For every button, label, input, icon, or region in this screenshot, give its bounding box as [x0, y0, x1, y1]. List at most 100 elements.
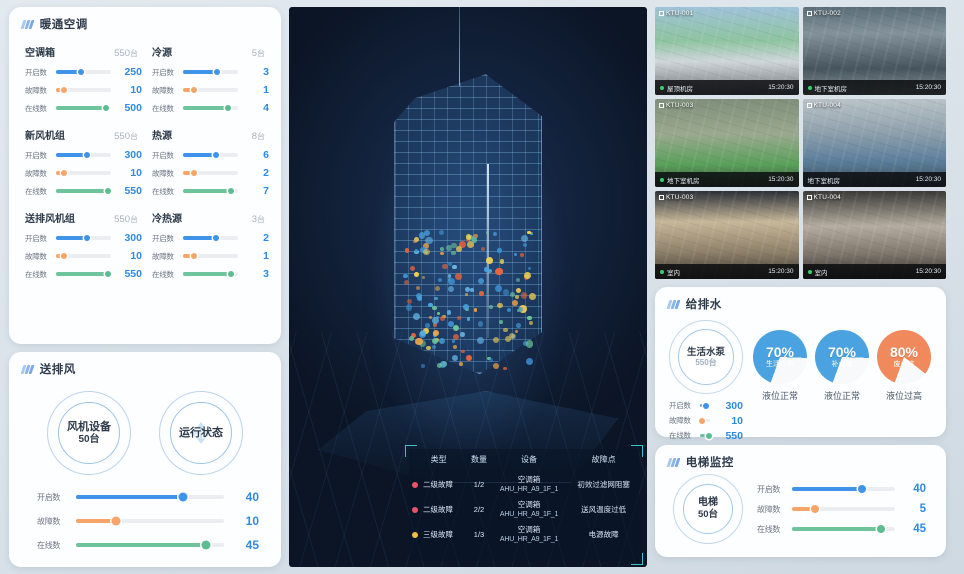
metric-track[interactable] [56, 271, 112, 277]
hvac-fault-row[interactable]: 故障数 1 [152, 81, 269, 99]
metric-track[interactable] [56, 105, 111, 111]
metric-track[interactable] [183, 69, 238, 75]
fan-metric-row[interactable]: 在线数 45 [37, 533, 259, 557]
fault-table-row[interactable]: 三级故障 1/3 空调箱 AHU_HR_A9_1F_1 电源故障 [409, 522, 639, 547]
metric-track[interactable] [56, 188, 112, 194]
metric-track[interactable] [183, 105, 238, 111]
metric-track[interactable] [183, 152, 238, 158]
metric-knob[interactable] [699, 417, 706, 424]
metric-track[interactable] [76, 492, 224, 502]
metric-track[interactable] [700, 432, 712, 439]
metric-knob[interactable] [84, 235, 91, 241]
metric-track[interactable] [76, 540, 224, 550]
hvac-fault-row[interactable]: 故障数 2 [152, 164, 269, 182]
metric-knob[interactable] [705, 432, 712, 439]
metric-knob[interactable] [84, 152, 91, 158]
metric-knob[interactable] [201, 540, 211, 550]
metric-track[interactable] [56, 253, 111, 259]
metric-knob[interactable] [213, 152, 219, 158]
metric-knob[interactable] [810, 504, 819, 513]
metric-track[interactable] [56, 87, 111, 93]
fault-table-row[interactable]: 二级故障 1/2 空调箱 AHU_HR_A9_1F_1 初效过滤网阻塞 [409, 472, 639, 497]
metric-knob[interactable] [225, 105, 232, 111]
metric-track[interactable] [183, 170, 238, 176]
metric-knob[interactable] [228, 188, 235, 194]
metric-track[interactable] [183, 235, 238, 241]
camera-tile[interactable]: KTU-001 屋顶机房 15:20:30 [655, 7, 799, 95]
elevator-metric-row[interactable]: 故障数 5 [757, 499, 926, 519]
metric-track[interactable] [56, 152, 111, 158]
metric-track[interactable] [56, 170, 111, 176]
elevator-dial: 电梯 50台 [673, 474, 743, 544]
fan-metric-row[interactable]: 故障数 10 [37, 509, 259, 533]
metric-knob[interactable] [703, 402, 710, 409]
metric-knob[interactable] [214, 69, 221, 75]
metric-track[interactable] [76, 516, 224, 526]
fault-table-row[interactable]: 二级故障 2/2 空调箱 AHU_HR_A9_1F_1 送风温度过低 [409, 497, 639, 522]
metric-knob[interactable] [213, 235, 219, 241]
hvac-on-row[interactable]: 开启数 300 [25, 146, 142, 164]
metric-knob[interactable] [876, 524, 885, 533]
hvac-on-row[interactable]: 开启数 300 [25, 229, 142, 247]
metric-track[interactable] [183, 271, 238, 277]
metric-knob[interactable] [858, 484, 867, 493]
water-metric-row[interactable]: 故障数 10 [669, 413, 743, 428]
metric-track[interactable] [183, 253, 238, 259]
elevator-metric-row[interactable]: 开启数 40 [757, 479, 926, 499]
hvac-group-name: 新风机组 [25, 131, 65, 142]
camera-tile[interactable]: KTU-004 地下室机房 15:20:30 [802, 99, 946, 187]
metric-track[interactable] [792, 504, 895, 513]
camera-tile[interactable]: KTU-003 室内 15:20:30 [655, 191, 799, 279]
hvac-online-row[interactable]: 在线数 550 [25, 265, 142, 283]
hvac-fault-row[interactable]: 故障数 10 [25, 164, 142, 182]
fan-metric-rows: 开启数 40 故障数 10 在线数 45 [9, 481, 281, 567]
metric-knob[interactable] [77, 69, 84, 75]
metric-knob[interactable] [191, 253, 197, 259]
metric-track[interactable] [699, 417, 710, 424]
metric-track[interactable] [183, 87, 238, 93]
water-metric-row[interactable]: 开启数 300 [669, 398, 743, 413]
fault-table: 类型 数量 设备 故障点 二级故障 1/2 空调箱 AHU_HR_A9_1F_1 初效过… [409, 449, 639, 547]
hvac-on-row[interactable]: 开启数 3 [152, 63, 269, 81]
camera-tile[interactable]: KTU-003 地下室机房 15:20:30 [655, 99, 799, 187]
metric-knob[interactable] [60, 87, 67, 93]
metric-track[interactable] [700, 402, 710, 409]
water-gauge[interactable]: 70% 生活水箱 液位正常 [749, 330, 811, 443]
water-metric-row[interactable]: 在线数 550 [669, 428, 743, 443]
metric-track[interactable] [792, 484, 895, 493]
fan-metric-row[interactable]: 开启数 40 [37, 485, 259, 509]
metric-track[interactable] [792, 524, 895, 533]
metric-label: 故障数 [152, 85, 174, 95]
metric-knob[interactable] [191, 170, 197, 176]
hvac-fault-row[interactable]: 故障数 1 [152, 247, 269, 265]
metric-track[interactable] [56, 235, 111, 241]
hvac-on-row[interactable]: 开启数 2 [152, 229, 269, 247]
hvac-online-row[interactable]: 在线数 500 [25, 99, 142, 117]
hvac-fault-row[interactable]: 故障数 10 [25, 81, 142, 99]
hvac-online-row[interactable]: 在线数 550 [25, 182, 142, 200]
hvac-online-row[interactable]: 在线数 3 [152, 265, 269, 283]
hvac-online-row[interactable]: 在线数 4 [152, 99, 269, 117]
metric-knob[interactable] [111, 516, 121, 526]
metric-label: 故障数 [152, 168, 174, 178]
camera-tile[interactable]: KTU-004 室内 15:20:30 [802, 191, 946, 279]
metric-knob[interactable] [60, 253, 67, 259]
metric-knob[interactable] [178, 492, 188, 502]
metric-knob[interactable] [105, 188, 112, 194]
water-gauge[interactable]: 80% 废水坑 液位过高 [873, 330, 935, 443]
elevator-metric-row[interactable]: 在线数 45 [757, 519, 926, 539]
metric-knob[interactable] [228, 271, 235, 277]
building-3d-scene[interactable]: 类型 数量 设备 故障点 二级故障 1/2 空调箱 AHU_HR_A9_1F_1 初效过… [289, 7, 647, 567]
metric-track[interactable] [183, 188, 238, 194]
metric-knob[interactable] [105, 271, 112, 277]
hvac-fault-row[interactable]: 故障数 10 [25, 247, 142, 265]
hvac-on-row[interactable]: 开启数 250 [25, 63, 142, 81]
hvac-on-row[interactable]: 开启数 6 [152, 146, 269, 164]
metric-knob[interactable] [60, 170, 67, 176]
hvac-online-row[interactable]: 在线数 7 [152, 182, 269, 200]
metric-track[interactable] [56, 69, 111, 75]
metric-knob[interactable] [191, 87, 197, 93]
metric-knob[interactable] [103, 105, 110, 111]
water-gauge[interactable]: 70% 补水箱 液位正常 [811, 330, 873, 443]
camera-tile[interactable]: KTU-002 地下室机房 15:20:30 [802, 7, 946, 95]
